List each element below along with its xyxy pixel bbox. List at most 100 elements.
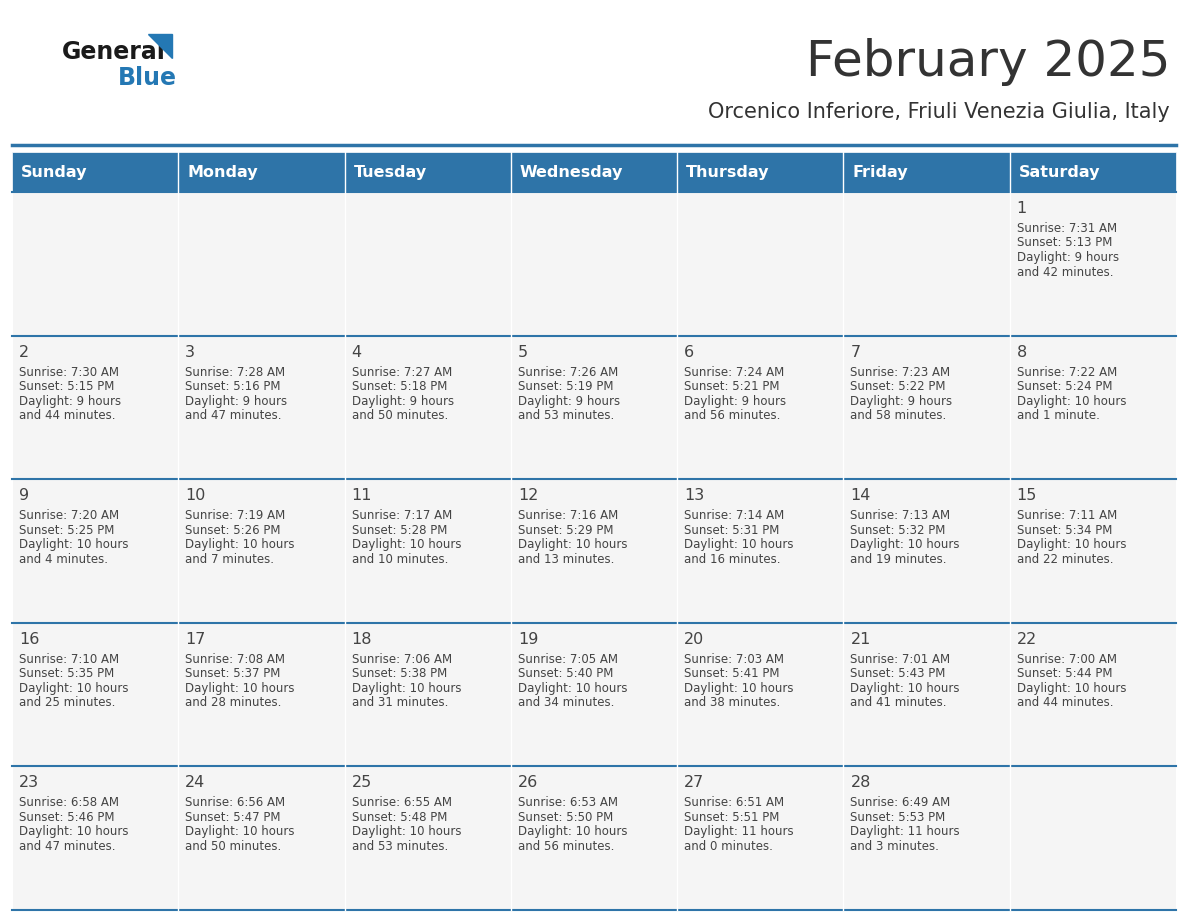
Bar	[1010, 479, 1176, 622]
Text: Daylight: 9 hours: Daylight: 9 hours	[19, 395, 121, 408]
Text: 28: 28	[851, 776, 871, 790]
Text: 1: 1	[1017, 201, 1026, 216]
Bar	[345, 336, 511, 479]
Text: Daylight: 11 hours: Daylight: 11 hours	[851, 825, 960, 838]
Text: Daylight: 11 hours: Daylight: 11 hours	[684, 825, 794, 838]
Text: Daylight: 10 hours: Daylight: 10 hours	[1017, 538, 1126, 551]
Text: Sunset: 5:28 PM: Sunset: 5:28 PM	[352, 523, 447, 537]
Text: Sunset: 5:53 PM: Sunset: 5:53 PM	[851, 811, 946, 823]
Bar	[1010, 336, 1176, 479]
Bar	[1010, 622, 1176, 767]
Text: Sunrise: 7:24 AM: Sunrise: 7:24 AM	[684, 365, 784, 378]
Bar	[677, 192, 843, 336]
Text: Sunset: 5:51 PM: Sunset: 5:51 PM	[684, 811, 779, 823]
Text: Sunset: 5:24 PM: Sunset: 5:24 PM	[1017, 380, 1112, 393]
Bar	[511, 152, 677, 192]
Text: 19: 19	[518, 632, 538, 647]
Text: and 19 minutes.: and 19 minutes.	[851, 553, 947, 565]
Bar	[178, 622, 345, 767]
Text: Daylight: 10 hours: Daylight: 10 hours	[352, 825, 461, 838]
Text: and 10 minutes.: and 10 minutes.	[352, 553, 448, 565]
Text: and 13 minutes.: and 13 minutes.	[518, 553, 614, 565]
Text: Sunrise: 7:20 AM: Sunrise: 7:20 AM	[19, 509, 119, 522]
Text: and 41 minutes.: and 41 minutes.	[851, 696, 947, 710]
Text: Sunrise: 7:14 AM: Sunrise: 7:14 AM	[684, 509, 784, 522]
Text: Sunrise: 7:23 AM: Sunrise: 7:23 AM	[851, 365, 950, 378]
Text: Sunrise: 7:28 AM: Sunrise: 7:28 AM	[185, 365, 285, 378]
Text: Daylight: 9 hours: Daylight: 9 hours	[851, 395, 953, 408]
Text: Sunset: 5:46 PM: Sunset: 5:46 PM	[19, 811, 114, 823]
Text: Daylight: 9 hours: Daylight: 9 hours	[352, 395, 454, 408]
Text: and 0 minutes.: and 0 minutes.	[684, 840, 773, 853]
Text: Sunset: 5:38 PM: Sunset: 5:38 PM	[352, 667, 447, 680]
Bar	[178, 152, 345, 192]
Text: Daylight: 10 hours: Daylight: 10 hours	[518, 538, 627, 551]
Text: Daylight: 10 hours: Daylight: 10 hours	[19, 682, 128, 695]
Text: Sunrise: 7:01 AM: Sunrise: 7:01 AM	[851, 653, 950, 666]
Bar	[843, 622, 1010, 767]
Bar	[178, 767, 345, 910]
Text: and 56 minutes.: and 56 minutes.	[684, 409, 781, 422]
Text: Sunset: 5:22 PM: Sunset: 5:22 PM	[851, 380, 946, 393]
Text: 24: 24	[185, 776, 206, 790]
Text: 18: 18	[352, 632, 372, 647]
Text: Sunrise: 7:17 AM: Sunrise: 7:17 AM	[352, 509, 451, 522]
Bar	[843, 336, 1010, 479]
Text: Daylight: 10 hours: Daylight: 10 hours	[19, 825, 128, 838]
Bar	[178, 192, 345, 336]
Bar	[511, 622, 677, 767]
Text: and 47 minutes.: and 47 minutes.	[19, 840, 115, 853]
Text: Sunset: 5:43 PM: Sunset: 5:43 PM	[851, 667, 946, 680]
Text: 23: 23	[19, 776, 39, 790]
Bar	[511, 192, 677, 336]
Text: Sunset: 5:15 PM: Sunset: 5:15 PM	[19, 380, 114, 393]
Text: Wednesday: Wednesday	[520, 164, 624, 180]
Text: and 25 minutes.: and 25 minutes.	[19, 696, 115, 710]
Text: Daylight: 9 hours: Daylight: 9 hours	[185, 395, 287, 408]
Bar	[677, 622, 843, 767]
Text: and 3 minutes.: and 3 minutes.	[851, 840, 940, 853]
Text: Sunset: 5:48 PM: Sunset: 5:48 PM	[352, 811, 447, 823]
Text: Sunset: 5:50 PM: Sunset: 5:50 PM	[518, 811, 613, 823]
Text: 14: 14	[851, 488, 871, 503]
Text: Sunset: 5:32 PM: Sunset: 5:32 PM	[851, 523, 946, 537]
Text: Sunset: 5:44 PM: Sunset: 5:44 PM	[1017, 667, 1112, 680]
Text: Daylight: 10 hours: Daylight: 10 hours	[684, 682, 794, 695]
Bar	[677, 767, 843, 910]
Text: Orcenico Inferiore, Friuli Venezia Giulia, Italy: Orcenico Inferiore, Friuli Venezia Giuli…	[708, 102, 1170, 122]
Text: and 31 minutes.: and 31 minutes.	[352, 696, 448, 710]
Text: Sunrise: 6:53 AM: Sunrise: 6:53 AM	[518, 797, 618, 810]
Text: 20: 20	[684, 632, 704, 647]
Text: 10: 10	[185, 488, 206, 503]
Text: Friday: Friday	[853, 164, 908, 180]
Bar	[511, 336, 677, 479]
Text: Sunrise: 7:06 AM: Sunrise: 7:06 AM	[352, 653, 451, 666]
Bar	[345, 767, 511, 910]
Bar	[12, 192, 178, 336]
Text: Daylight: 9 hours: Daylight: 9 hours	[1017, 251, 1119, 264]
Text: 17: 17	[185, 632, 206, 647]
Text: Sunrise: 7:31 AM: Sunrise: 7:31 AM	[1017, 222, 1117, 235]
Text: Sunrise: 7:19 AM: Sunrise: 7:19 AM	[185, 509, 285, 522]
Bar	[12, 622, 178, 767]
Text: and 56 minutes.: and 56 minutes.	[518, 840, 614, 853]
Text: Sunset: 5:35 PM: Sunset: 5:35 PM	[19, 667, 114, 680]
Text: Sunrise: 7:08 AM: Sunrise: 7:08 AM	[185, 653, 285, 666]
Text: Daylight: 10 hours: Daylight: 10 hours	[518, 825, 627, 838]
Text: Daylight: 10 hours: Daylight: 10 hours	[185, 825, 295, 838]
Bar	[12, 152, 178, 192]
Text: Sunrise: 6:58 AM: Sunrise: 6:58 AM	[19, 797, 119, 810]
Bar	[12, 767, 178, 910]
Text: Sunset: 5:31 PM: Sunset: 5:31 PM	[684, 523, 779, 537]
Text: 22: 22	[1017, 632, 1037, 647]
Text: Daylight: 10 hours: Daylight: 10 hours	[1017, 682, 1126, 695]
Text: Sunrise: 6:56 AM: Sunrise: 6:56 AM	[185, 797, 285, 810]
Bar	[677, 336, 843, 479]
Text: Sunset: 5:41 PM: Sunset: 5:41 PM	[684, 667, 779, 680]
Text: and 42 minutes.: and 42 minutes.	[1017, 265, 1113, 278]
Text: Sunrise: 7:00 AM: Sunrise: 7:00 AM	[1017, 653, 1117, 666]
Text: Daylight: 10 hours: Daylight: 10 hours	[1017, 395, 1126, 408]
Bar	[511, 479, 677, 622]
Text: Daylight: 10 hours: Daylight: 10 hours	[851, 682, 960, 695]
Text: and 53 minutes.: and 53 minutes.	[352, 840, 448, 853]
